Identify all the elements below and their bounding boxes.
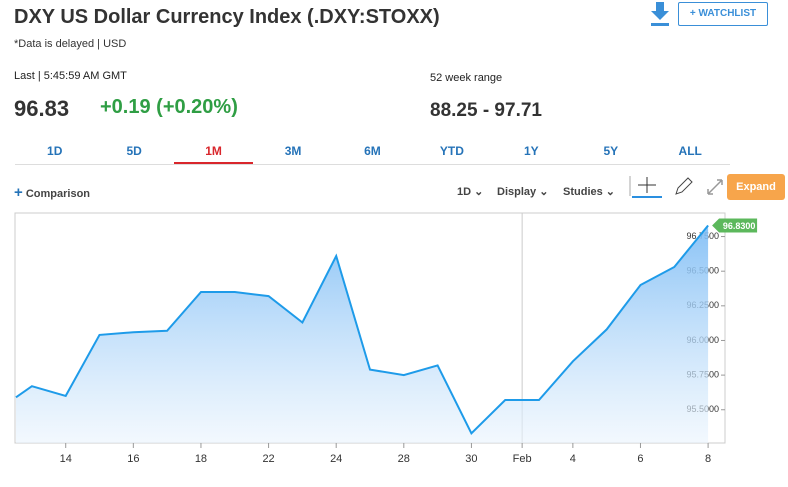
change: +0.19 (+0.20%) <box>100 96 238 118</box>
y-tick-label: 95.5000 <box>686 404 719 414</box>
expand-button[interactable]: Expand <box>727 174 785 200</box>
line <box>15 224 709 435</box>
studies: Studies <box>563 186 603 198</box>
interval-button[interactable]: 1D ⌄ <box>457 186 484 198</box>
y-tick-label: 96.2500 <box>686 300 719 310</box>
tab[interactable]: 1M <box>173 138 254 164</box>
tabs: 1D 5D 1M 3M 6M YTD 1Y 5Y ALL <box>15 138 730 165</box>
x-tick-label: 24 <box>330 453 342 465</box>
display-button[interactable]: Display ⌄ <box>497 186 549 198</box>
tab[interactable]: 6M <box>364 144 381 158</box>
tab[interactable]: 5D <box>126 144 142 158</box>
tab[interactable]: ALL <box>678 144 702 158</box>
tool-icons <box>629 176 723 198</box>
last-time: Last | 5:45:59 AM GMT <box>14 70 127 82</box>
y-tick-label: 95.7500 <box>686 369 719 379</box>
price: 96.83 <box>14 96 70 121</box>
x-tick-label: 30 <box>465 453 477 465</box>
y-tick-label: 96.7500 <box>686 231 719 241</box>
y-tick-label: 96.5000 <box>686 266 719 276</box>
watchlist-button[interactable]: + WATCHLIST <box>678 2 768 26</box>
x-tick-label: 22 <box>262 453 274 465</box>
studies-button[interactable]: Studies ⌄ <box>563 186 616 198</box>
interval: 1D <box>457 186 472 198</box>
comparison: Comparison <box>25 188 91 200</box>
x-tick-label: 14 <box>60 453 72 465</box>
x-tick-label: 4 <box>570 453 576 465</box>
x-tick-label: Feb <box>513 453 532 465</box>
x-tick-label: 16 <box>127 453 139 465</box>
tab[interactable]: 1Y <box>524 144 539 158</box>
plot-border <box>14 212 726 444</box>
range-label: 52 week range <box>430 72 503 84</box>
range: 88.25 - 97.71 <box>430 100 542 121</box>
tab[interactable]: 5Y <box>603 144 619 158</box>
display: Display <box>497 186 537 198</box>
download-icon[interactable] <box>650 2 670 26</box>
x-tick-label: 6 <box>637 453 643 465</box>
value-flag <box>712 218 758 233</box>
area <box>16 225 709 443</box>
subtitle: *Data is delayed | USD <box>14 38 127 50</box>
comparison-button[interactable]: + Comparison <box>14 184 91 201</box>
value-label: 96.8300 <box>723 221 756 231</box>
tab[interactable]: YTD <box>439 144 464 158</box>
y-tick-label: 96.0000 <box>686 335 719 345</box>
title: DXY US Dollar Currency Index (.DXY:STOXX… <box>14 6 440 28</box>
x-tick-label: 28 <box>398 453 410 465</box>
x-tick-label: 18 <box>195 453 207 465</box>
tab[interactable]: 1D <box>47 144 63 158</box>
x-tick-label: 8 <box>705 453 711 465</box>
tab[interactable]: 3M <box>284 144 302 158</box>
